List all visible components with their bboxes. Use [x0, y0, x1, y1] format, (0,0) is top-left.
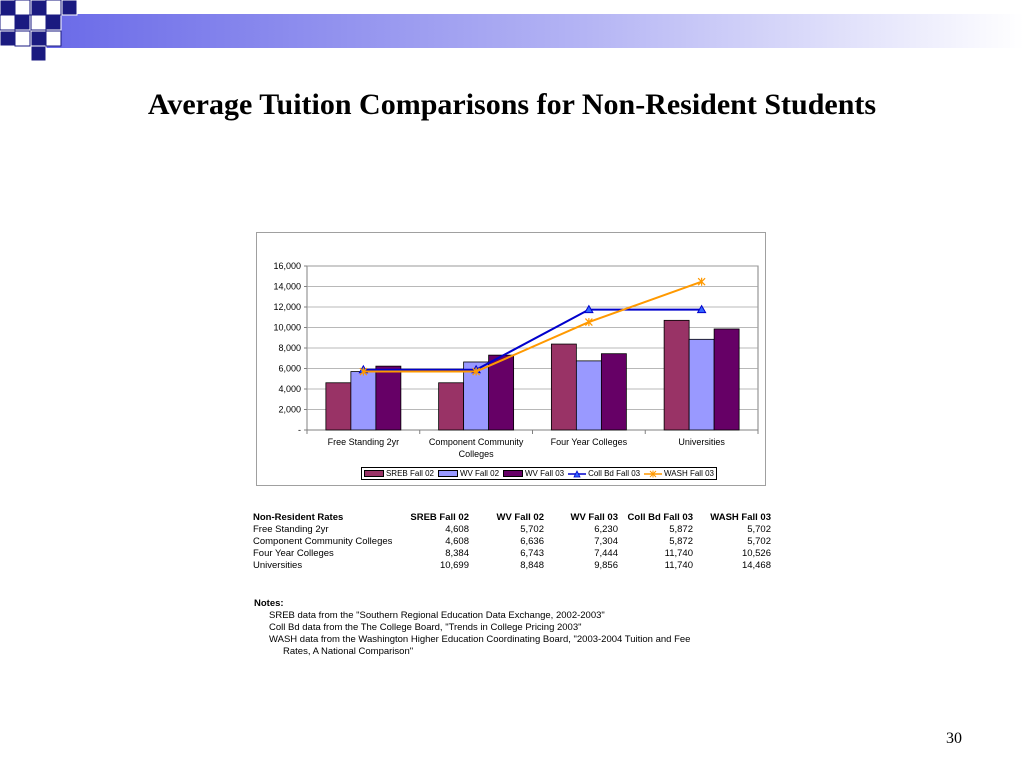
tuition-chart: - 2,000 4,000 6,000 8,000 10,000 12,000 14,000 1…: [273, 261, 759, 459]
legend-label: WASH Fall 03: [664, 469, 714, 478]
table-cell: 7,304: [594, 536, 618, 547]
marker-star: [359, 367, 368, 376]
y-tick-label: 10,000: [273, 323, 301, 333]
bar-sreb-fall-02: [550, 343, 577, 431]
note-line-continuation: Rates, A National Comparison": [283, 646, 414, 657]
table-cell: 5,702: [520, 524, 544, 535]
table-cell: 6,230: [594, 524, 618, 535]
legend-item-sreb-fall-02: SREB Fall 02: [363, 469, 434, 478]
bar-wv-fall-02: [350, 371, 377, 431]
table-cell: 7,444: [594, 548, 618, 559]
y-tick-label: 6,000: [278, 364, 301, 374]
line-coll-bd-fall-03: [363, 308, 702, 371]
table-header-cell: SREB Fall 02: [410, 512, 469, 523]
table-cell: 8,848: [520, 560, 544, 571]
legend-item-wv-fall-02: WV Fall 02: [437, 469, 500, 478]
bar-sreb-fall-02: [438, 382, 465, 431]
table-row: Universities 10,699 8,848 9,856 11,740 1…: [253, 560, 771, 572]
y-tick-label: -: [298, 425, 301, 435]
x-tick-label: Four Year Colleges: [551, 437, 628, 447]
marker-star: [472, 367, 481, 376]
y-tick-label: 4,000: [278, 384, 301, 394]
y-tick-label: 8,000: [278, 343, 301, 353]
legend-swatch-wv02: [437, 470, 458, 477]
legend-label: WV Fall 02: [459, 469, 500, 478]
note-line: SREB data from the "Southern Regional Ed…: [269, 610, 605, 621]
table-row: Free Standing 2yr 4,608 5,702 6,230 5,87…: [253, 524, 771, 536]
legend-label: WV Fall 03: [525, 469, 565, 478]
table-cell: 6,743: [520, 548, 544, 559]
table-row: Four Year Colleges 8,384 6,743 7,444 11,…: [253, 548, 771, 560]
note-line: WASH data from the Washington Higher Edu…: [269, 634, 691, 645]
table-cell: Free Standing 2yr: [253, 524, 329, 535]
table-cell: 10,699: [439, 560, 469, 571]
table-cell: 6,636: [520, 536, 544, 547]
chart-container: - 2,000 4,000 6,000 8,000 10,000 12,000 14,000 1…: [256, 232, 766, 486]
bar-wv-fall-02: [575, 360, 602, 431]
table-cell: 4,608: [445, 524, 469, 535]
legend-swatch-sreb: [363, 470, 384, 477]
table-header-cell: Non-Resident Rates: [253, 512, 344, 523]
data-table: Non-Resident Rates SREB Fall 02 WV Fall …: [253, 512, 771, 572]
x-tick-label: Colleges: [459, 449, 495, 459]
legend-item-wash-fall-03: WASH Fall 03: [644, 469, 714, 478]
table-header-cell: WV Fall 02: [496, 512, 544, 523]
bar-wv-fall-03: [600, 353, 627, 431]
y-tick-label: 14,000: [273, 282, 301, 292]
table-cell: 5,702: [747, 524, 771, 535]
table-header-cell: Coll Bd Fall 03: [627, 512, 693, 523]
bar-wv-fall-03: [488, 354, 515, 431]
table-cell: 5,702: [747, 536, 771, 547]
table-cell: 10,526: [741, 548, 771, 559]
table-row: Component Community Colleges 4,608 6,636…: [253, 536, 771, 548]
line-wash-fall-03: [363, 280, 702, 373]
legend-label: Coll Bd Fall 03: [588, 469, 641, 478]
table-cell: 11,740: [664, 560, 693, 571]
slide-title: Average Tuition Comparisons for Non-Resi…: [147, 88, 877, 121]
checker-squares-light: [0, 0, 62, 47]
bar-wv-fall-03: [713, 328, 740, 431]
x-tick-label: Free Standing 2yr: [328, 437, 400, 447]
table-cell: Component Community Colleges: [253, 536, 393, 547]
notes-section: Notes: SREB data from the "Southern Regi…: [254, 598, 774, 658]
bar-wv-fall-02: [688, 338, 715, 431]
marker-triangle: [584, 304, 594, 314]
marker-triangle: [696, 304, 707, 314]
bar-wv-fall-03: [375, 365, 402, 431]
table-header-cell: WASH Fall 03: [710, 512, 771, 523]
table-cell: 4,608: [445, 536, 469, 547]
legend-line-coll-bd: [568, 469, 587, 478]
header-gradient-bar: [46, 14, 1024, 48]
table-cell: Universities: [253, 560, 303, 571]
table-header-row: Non-Resident Rates SREB Fall 02 WV Fall …: [253, 512, 771, 524]
bar-sreb-fall-02: [325, 382, 352, 431]
y-tick-label: 16,000: [273, 261, 301, 271]
note-line: Coll Bd data from the The College Board,…: [269, 622, 582, 633]
x-tick-label: Universities: [678, 437, 725, 447]
legend-label: SREB Fall 02: [385, 469, 434, 478]
table-header-cell: WV Fall 03: [570, 512, 618, 523]
table-cell: 14,468: [741, 560, 771, 571]
legend-swatch-wv03: [503, 470, 523, 477]
table-cell: 11,740: [664, 548, 693, 559]
notes-heading: Notes:: [254, 598, 284, 609]
table-cell: 8,384: [445, 548, 469, 559]
marker-star: [584, 318, 593, 327]
page-number: 30: [946, 730, 962, 747]
table-cell: 9,856: [594, 560, 618, 571]
table-cell: 5,872: [669, 524, 693, 535]
legend-item-wv-fall-03: WV Fall 03: [503, 469, 564, 478]
header-decoration: [0, 0, 1024, 62]
bar-sreb-fall-02: [663, 319, 690, 431]
y-tick-label: 2,000: [278, 405, 301, 415]
chart-legend: SREB Fall 02 WV Fall 02 WV Fall 03 Coll …: [361, 467, 717, 480]
table-cell: 5,872: [669, 536, 693, 547]
table-cell: Four Year Colleges: [253, 548, 334, 559]
y-tick-label: 12,000: [273, 302, 301, 312]
x-tick-label: Component Community: [429, 437, 524, 447]
marker-star: [697, 277, 706, 286]
legend-line-wash: [644, 470, 663, 478]
legend-item-coll-bd-fall-03: Coll Bd Fall 03: [568, 469, 640, 478]
